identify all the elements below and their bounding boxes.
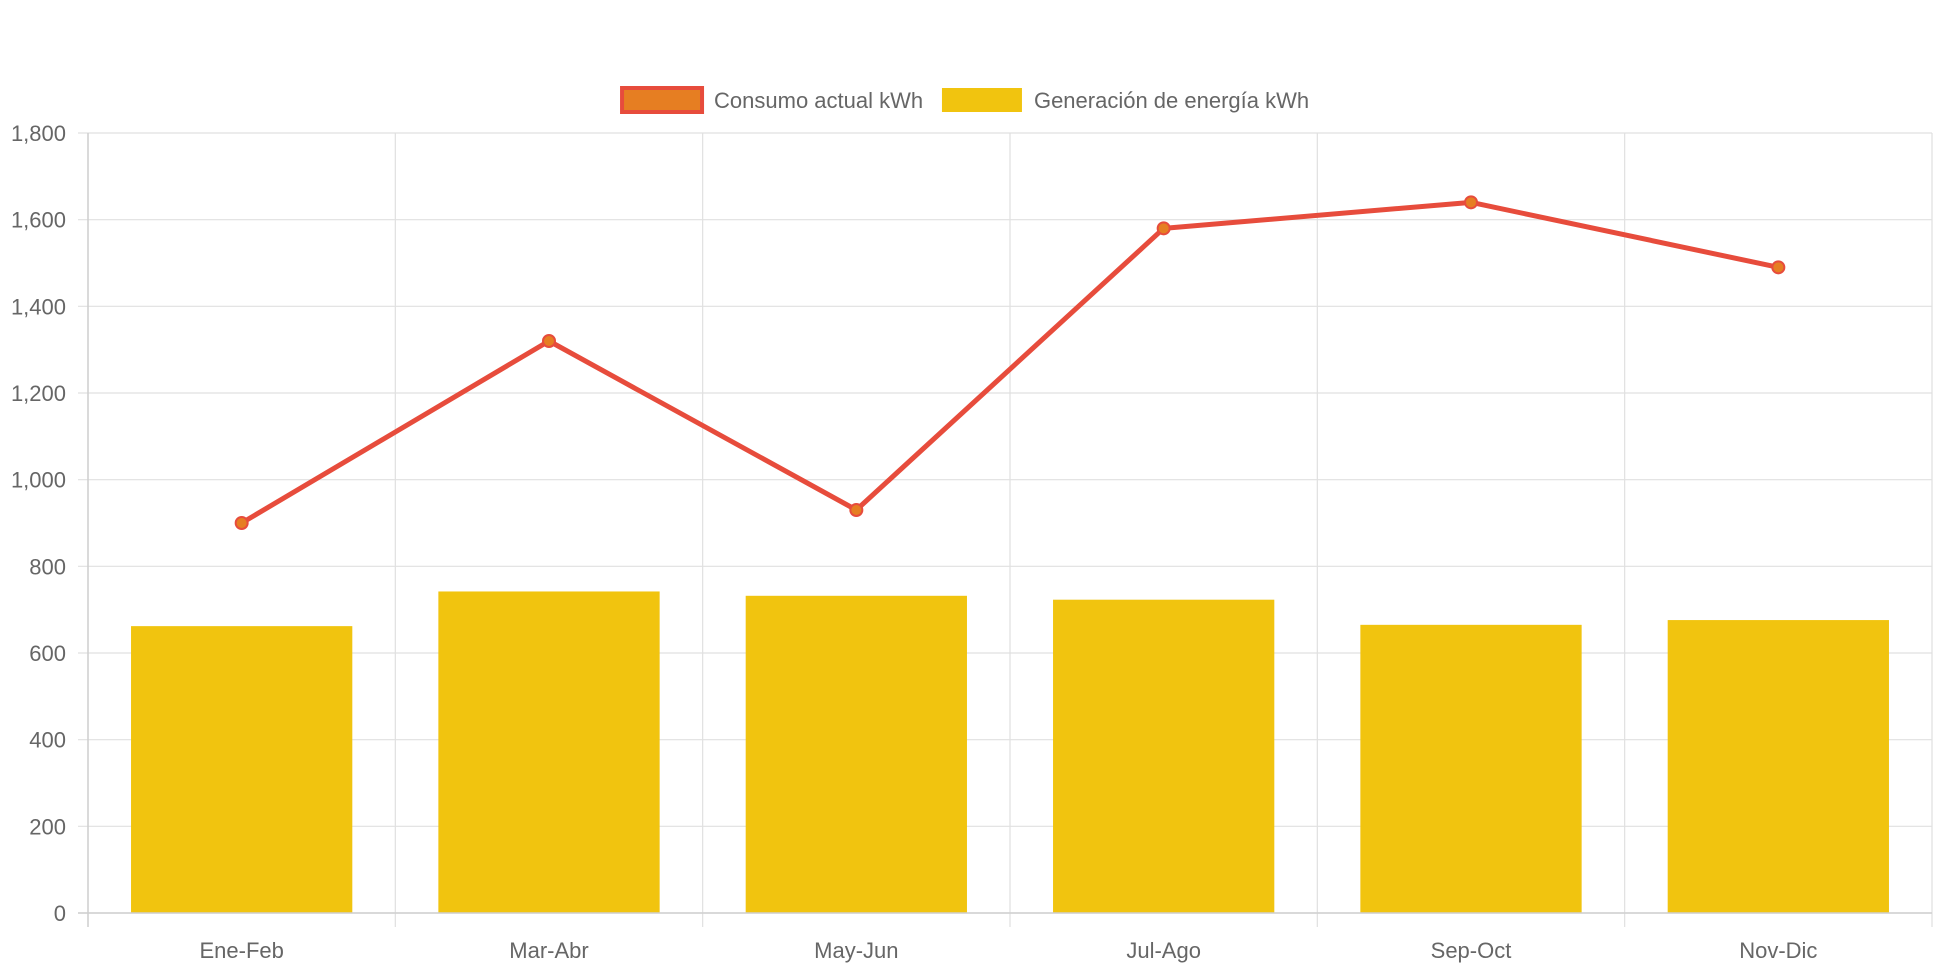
y-tick-label: 1,800 [11,121,66,146]
x-tick-label: May-Jun [814,938,898,963]
data-point [1464,195,1478,210]
data-point [1156,221,1171,236]
legend-label: Consumo actual kWh [714,88,923,113]
data-point [234,516,249,530]
x-tick-label: Ene-Feb [199,938,283,963]
y-tick-label: 1,400 [11,294,66,319]
data-point [849,503,864,517]
axes: 0 200 400 600 800 1,000 1,200 1,400 1,600 1,800 En… [11,121,1932,963]
grid [78,132,1933,927]
y-tick-label: 400 [29,728,66,753]
bar [1053,599,1275,913]
y-tick-label: 1,600 [11,208,66,233]
legend: Consumo actual kWh Generación de energía … [620,86,1309,114]
x-tick-label: Sep-Oct [1431,938,1512,963]
x-tick-label: Nov-Dic [1739,938,1817,963]
legend-swatch [620,86,705,114]
y-tick-label: 600 [29,641,66,666]
bar [438,591,660,913]
y-tick-label: 0 [54,901,66,926]
x-tick-label: Mar-Abr [509,938,588,963]
data-point [1771,260,1786,275]
data-point [542,334,556,348]
y-tick-label: 1,000 [11,468,66,493]
series-line [240,199,1779,526]
x-tick-label: Jul-Ago [1126,938,1201,963]
bar-series [131,591,1889,913]
legend-swatch [941,88,1022,112]
bar [745,595,967,913]
y-tick-label: 800 [29,554,66,579]
bar [1667,620,1889,913]
y-tick-label: 200 [29,814,66,839]
bar [1360,624,1582,913]
line-series [234,195,1786,530]
y-tick-label: 1,200 [11,381,66,406]
legend-label: Generación de energía kWh [1034,88,1309,113]
bar [131,626,353,913]
